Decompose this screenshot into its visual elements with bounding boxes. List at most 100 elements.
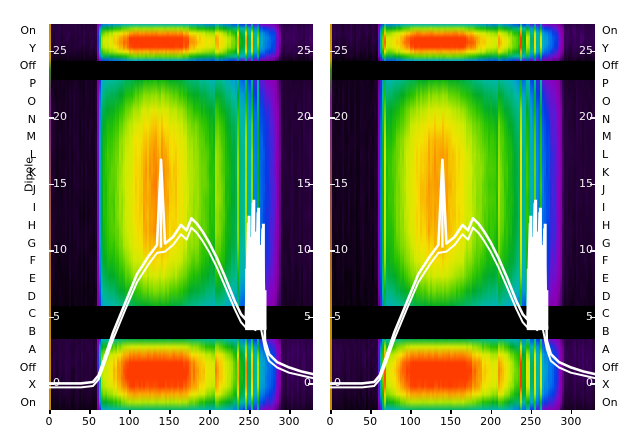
y-tick-mark-right-10: [590, 250, 595, 252]
x-tick-mark-100: [129, 410, 131, 414]
category-tick-x-20: X: [602, 378, 610, 392]
category-tick-l-7: L: [29, 148, 36, 161]
x-tick-label-200: 200: [480, 415, 502, 428]
x-tick-label-300: 300: [560, 415, 582, 428]
overlay-curves: [49, 158, 313, 389]
x-tick-label-100: 100: [118, 415, 140, 428]
y-tick-mark-25: [49, 50, 54, 53]
category-tick-d-15: D: [602, 289, 611, 303]
y-tick-mark-15: [49, 183, 54, 186]
y-tick-mark-right-0: [308, 383, 313, 385]
x-tick-label-0: 0: [45, 415, 53, 428]
panel-x[interactable]: 26.3 (HexE35=1035) X 2525202015151010550…: [49, 24, 313, 410]
category-tick-o-4: O: [27, 94, 36, 108]
y-tick-mark-15: [330, 183, 335, 186]
y-tick-label-5: 5: [334, 309, 341, 323]
y-tick-label-right-0: 0: [586, 376, 593, 390]
category-axis-left: On Y Off P O N M L K J I H G F E D C B A Off X On: [2, 24, 36, 410]
category-tick-x-20: X: [28, 378, 36, 392]
category-tick-f-13: F: [602, 254, 609, 268]
y-tick-label-5: 5: [53, 309, 60, 323]
category-tick-m-6: M: [26, 130, 37, 144]
heat-band-top: [330, 24, 595, 61]
category-tick-g-12: G: [602, 236, 611, 250]
category-tick-l-7: L: [602, 148, 609, 161]
y-tick-mark-right-15: [590, 183, 595, 186]
x-tick-mark-150: [169, 410, 171, 414]
curve-comb-cluster: [245, 199, 267, 331]
x-tick-mark-250: [530, 410, 533, 414]
x-tick-label-150: 150: [439, 415, 461, 428]
category-tick-i-10: I: [602, 201, 606, 215]
x-tick-mark-50: [89, 410, 91, 414]
panel-x-heatmap[interactable]: 25 25 20 20 15 15 10 10 5 5 0 0: [49, 24, 313, 410]
y-tick-label-25: 25: [53, 43, 67, 57]
category-tick-off-19: Off: [602, 360, 619, 374]
category-tick-i-10: I: [32, 201, 36, 215]
category-tick-y-1: Y: [602, 41, 609, 55]
x-tick-label-50: 50: [82, 415, 96, 428]
x-axis-right: 0 50 100 150 200 250 300: [326, 410, 595, 440]
x-tick-mark-300: [289, 410, 291, 414]
x-tick-label-250: 250: [238, 415, 260, 428]
category-tick-h-11: H: [27, 218, 36, 232]
category-tick-y-1: Y: [29, 41, 36, 55]
y-tick-label-right-25: 25: [297, 43, 311, 57]
panel-y-heatmap[interactable]: 25 25 20 20 15 15 10 10 5 5 0 0: [330, 24, 595, 410]
overlay-curves: [330, 158, 595, 389]
category-tick-on-0: On: [20, 24, 36, 37]
y-tick-label-15: 15: [53, 176, 67, 190]
y-tick-label-20: 20: [53, 110, 67, 124]
category-tick-m-6: M: [602, 130, 612, 144]
x-tick-mark-150: [450, 410, 452, 414]
category-tick-c-16: C: [602, 307, 610, 321]
panel-left-spine: [330, 24, 332, 410]
curve-trace-upper: [330, 158, 595, 385]
y-tick-mark-25: [330, 50, 335, 53]
category-tick-b-17: B: [28, 325, 36, 339]
category-tick-off-2: Off: [19, 59, 36, 73]
curve-trace-upper: [49, 158, 313, 385]
y-tick-mark-right-10: [308, 250, 313, 252]
y-tick-label-15: 15: [334, 176, 348, 190]
x-axis-left: 0 50 100 150 200 250 300: [45, 410, 313, 440]
heat-band-main: [49, 80, 313, 306]
category-tick-on-21: On: [20, 396, 36, 409]
x-tick-label-100: 100: [399, 415, 421, 428]
y-tick-label-right-20: 20: [297, 110, 311, 124]
y-tick-mark-10: [49, 250, 54, 252]
category-tick-d-15: D: [27, 289, 36, 303]
category-tick-j-9: J: [602, 183, 606, 197]
x-tick-mark-200: [209, 410, 211, 414]
y-tick-mark-20: [330, 117, 335, 119]
x-tick-mark-250: [249, 410, 251, 414]
curve-trace-lower: [49, 226, 313, 389]
y-tick-label-right-5: 5: [586, 309, 593, 323]
category-tick-a-18: A: [28, 342, 36, 356]
category-tick-p-3: P: [29, 77, 36, 91]
x-tick-label-300: 300: [278, 415, 300, 428]
category-tick-h-11: H: [602, 218, 611, 232]
curve-comb-cluster: [526, 199, 549, 331]
x-tick-label-250: 250: [520, 415, 542, 428]
panel-y[interactable]: 26.3 (HexE35=1035) Y 2525202015151010550…: [330, 24, 595, 410]
category-tick-n-5: N: [602, 112, 611, 126]
x-tick-label-0: 0: [326, 415, 334, 428]
y-tick-label-right-15: 15: [579, 176, 593, 190]
y-tick-mark-right-20: [308, 117, 313, 119]
category-axis-right: On Y Off P O N M L K J I H G F E D C B A Off X On: [602, 24, 636, 410]
y-tick-mark-right-15: [308, 183, 313, 186]
y-tick-label-right-5: 5: [304, 309, 311, 323]
y-tick-mark-right-5: [308, 316, 313, 319]
category-tick-b-17: B: [602, 325, 610, 339]
y-tick-mark-right-20: [590, 117, 595, 119]
curve-trace-lower: [330, 226, 595, 389]
category-tick-p-3: P: [602, 77, 609, 91]
y-tick-label-right-0: 0: [304, 376, 311, 390]
y-tick-label-right-15: 15: [297, 176, 311, 190]
x-tick-mark-50: [370, 410, 372, 414]
category-tick-on-0: On: [602, 24, 618, 37]
category-tick-e-14: E: [29, 272, 36, 285]
category-tick-j-9: J: [32, 183, 36, 197]
